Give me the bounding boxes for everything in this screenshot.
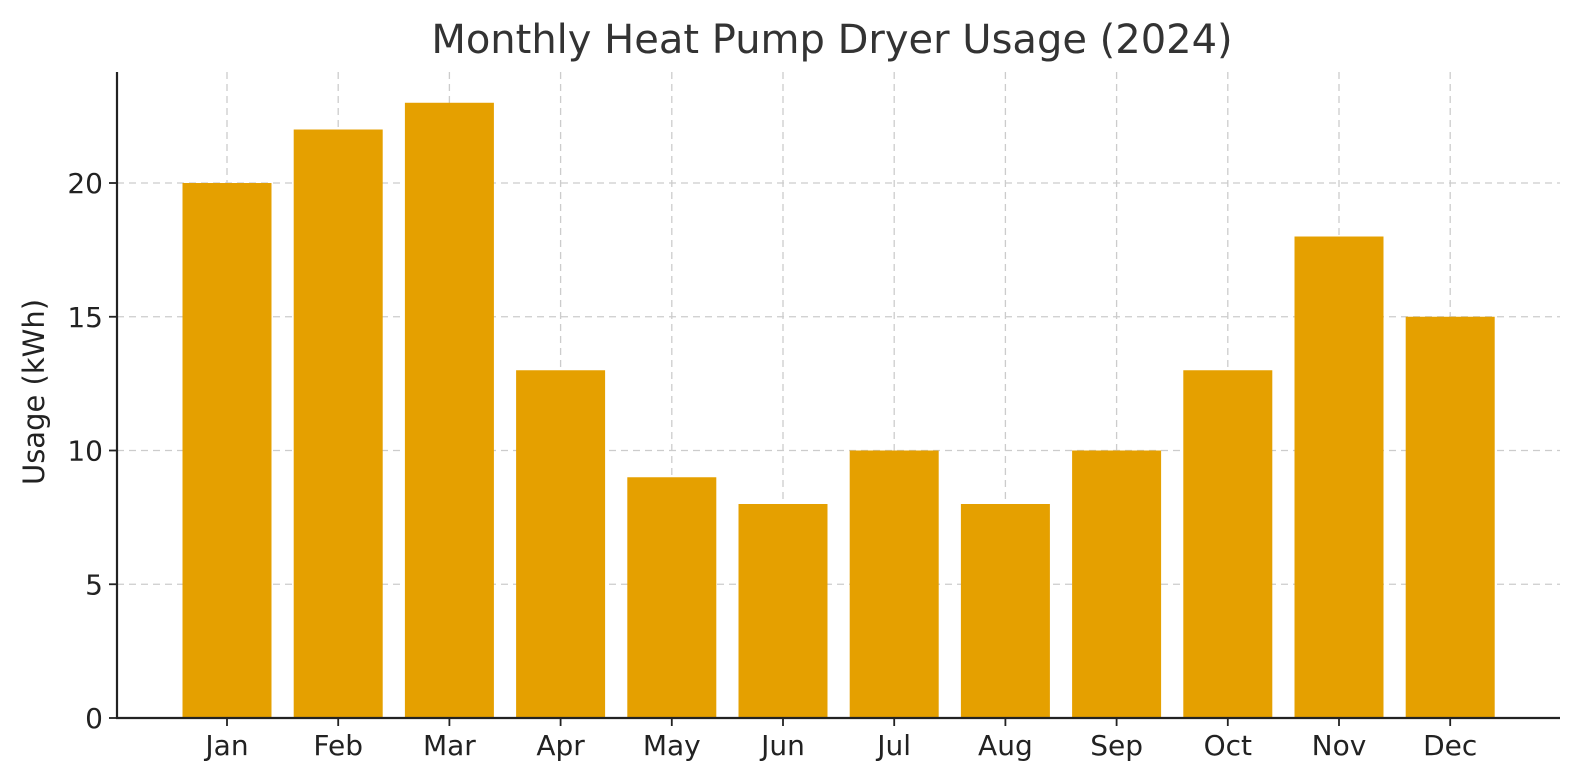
x-tick-label-jan: Jan xyxy=(203,729,248,762)
y-tick-label: 15 xyxy=(67,301,103,334)
x-tick-label-jun: Jun xyxy=(759,729,805,762)
bar-dec xyxy=(1405,316,1495,718)
y-tick-label: 5 xyxy=(85,568,103,601)
y-tick-label: 10 xyxy=(67,435,103,468)
x-tick-label-feb: Feb xyxy=(313,729,363,762)
ticks: 0 5 10 15 20 Jan Feb Mar Apr May Jun Jul Aug Sep Oct No… xyxy=(67,167,1477,762)
bar-sep xyxy=(1072,450,1162,718)
bar-oct xyxy=(1183,370,1273,718)
bar-jul xyxy=(849,450,939,718)
x-tick-label-jul: Jul xyxy=(875,729,911,762)
bar-may xyxy=(627,477,717,718)
x-tick-label-apr: Apr xyxy=(536,729,585,762)
y-tick-label: 0 xyxy=(85,702,103,735)
bar-mar xyxy=(404,102,494,718)
bar-aug xyxy=(960,504,1050,718)
x-tick-label-dec: Dec xyxy=(1423,729,1477,762)
bars xyxy=(182,102,1495,719)
y-axis-label: Usage (kWh) xyxy=(17,299,51,485)
bar-feb xyxy=(293,129,383,719)
x-tick-label-aug: Aug xyxy=(978,729,1033,762)
x-tick-label-mar: Mar xyxy=(423,729,476,762)
axes xyxy=(115,72,1560,720)
x-tick-label-oct: Oct xyxy=(1204,729,1252,762)
chart-title: Monthly Heat Pump Dryer Usage (2024) xyxy=(431,17,1232,63)
bar-nov xyxy=(1294,236,1384,718)
x-tick-label-may: May xyxy=(643,729,701,762)
bar-jun xyxy=(738,504,828,718)
bar-jan xyxy=(182,183,272,718)
x-tick-label-nov: Nov xyxy=(1312,729,1367,762)
bar-apr xyxy=(516,370,606,718)
x-tick-label-sep: Sep xyxy=(1090,729,1143,762)
y-tick-label: 20 xyxy=(67,167,103,200)
